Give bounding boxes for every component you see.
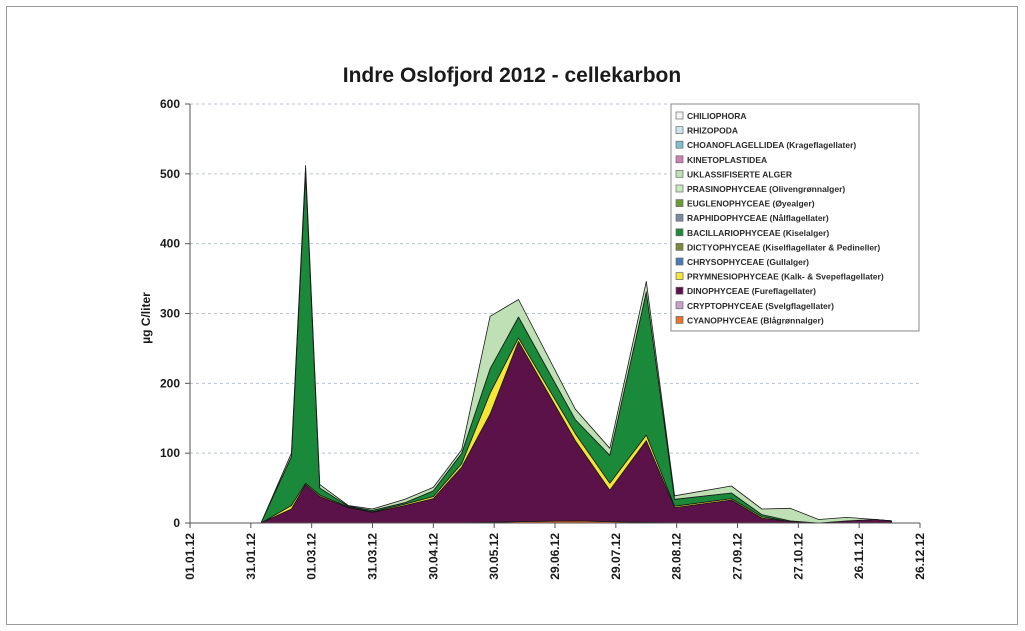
y-tick-label: 400 bbox=[160, 237, 180, 251]
legend-swatch bbox=[675, 170, 684, 178]
legend-box bbox=[670, 103, 920, 332]
legend-label: DICTYOPHYCEAE (Kiselflagellater & Pedine… bbox=[687, 242, 880, 252]
legend-label: CHILIOPHORA bbox=[687, 111, 747, 121]
legend-label: CYANOPHYCEAE (Blågrønnalger) bbox=[687, 315, 824, 325]
y-tick-labels: 0 100 200 300 400 500 600 bbox=[160, 97, 180, 530]
y-tick-label: 0 bbox=[173, 516, 180, 530]
x-tick-label: 31.03.12 bbox=[366, 533, 380, 580]
legend-swatch bbox=[675, 155, 684, 164]
x-tick-label: 30.04.12 bbox=[426, 533, 440, 580]
x-tick-label: 01.03.12 bbox=[305, 533, 319, 580]
x-tick-label: 27.09.12 bbox=[731, 533, 745, 580]
x-tick-label: 31.01.12 bbox=[244, 533, 258, 580]
legend-swatch bbox=[675, 243, 684, 251]
legend-swatch bbox=[675, 272, 684, 280]
legend-swatch bbox=[675, 316, 684, 324]
legend-label: CRYPTOPHYCEAE (Svelgflagellater) bbox=[687, 301, 834, 311]
y-tick-label: 500 bbox=[160, 167, 180, 181]
legend-swatch bbox=[675, 213, 684, 222]
x-tick-label: 01.01.12 bbox=[183, 533, 197, 580]
plot-areas bbox=[236, 165, 892, 524]
x-tick-label: 30.05.12 bbox=[487, 533, 501, 580]
legend-label: UKLASSIFISERTE ALGER bbox=[687, 169, 792, 179]
legend: CHILIOPHORA RHIZOPODA CHOANOFLAGELLIDEA (K… bbox=[670, 103, 920, 332]
legend-swatch bbox=[675, 140, 684, 149]
x-tick-label: 27.10.12 bbox=[791, 533, 805, 580]
x-tick-label: 26.12.12 bbox=[913, 533, 927, 580]
y-tick-label: 200 bbox=[160, 376, 180, 390]
legend-label: RHIZOPODA bbox=[687, 126, 738, 136]
legend-label: KINETOPLASTIDEA bbox=[687, 155, 767, 165]
legend-swatch bbox=[675, 301, 684, 310]
legend-label: DINOPHYCEAE (Fureflagellater) bbox=[687, 286, 816, 296]
legend-swatch bbox=[675, 184, 684, 193]
legend-swatch bbox=[675, 228, 684, 237]
legend-label: EUGLENOPHYCEAE (Øyealger) bbox=[687, 199, 815, 209]
y-tick-label: 100 bbox=[160, 446, 180, 460]
legend-swatch bbox=[675, 257, 684, 266]
chart-title: Indre Oslofjord 2012 - cellekarbon bbox=[343, 64, 681, 87]
legend-swatch bbox=[675, 126, 684, 134]
legend-label: CHRYSOPHYCEAE (Gullalger) bbox=[687, 257, 809, 267]
legend-label: RAPHIDOPHYCEAE (Nålflagellater) bbox=[687, 213, 829, 223]
legend-label: CHOANOFLAGELLIDEA (Krageflagellater) bbox=[687, 140, 856, 150]
legend-label: BACILLARIOPHYCEAE (Kiselalger) bbox=[687, 228, 829, 238]
legend-label: PRYMNESIOPHYCEAE (Kalk- & Svepeflagellat… bbox=[687, 272, 884, 282]
y-tick-label: 300 bbox=[160, 307, 180, 321]
area-series-10 bbox=[236, 165, 892, 524]
axes bbox=[185, 103, 921, 528]
legend-label: PRASINOPHYCEAE (Olivengrønnalger) bbox=[687, 184, 845, 194]
legend-swatch bbox=[675, 199, 684, 207]
x-tick-label: 29.07.12 bbox=[609, 533, 623, 580]
x-tick-label: 29.06.12 bbox=[548, 533, 562, 580]
x-tick-label: 28.08.12 bbox=[670, 533, 684, 580]
legend-swatch bbox=[675, 111, 684, 120]
x-tick-label: 26.11.12 bbox=[852, 533, 866, 579]
y-tick-label: 600 bbox=[160, 97, 180, 111]
legend-swatch bbox=[675, 286, 684, 295]
x-tick-labels: 01.01.12 31.01.12 01.03.12 31.03.12 30.04.12… bbox=[183, 533, 927, 580]
y-axis-label: µg C/liter bbox=[139, 292, 153, 344]
